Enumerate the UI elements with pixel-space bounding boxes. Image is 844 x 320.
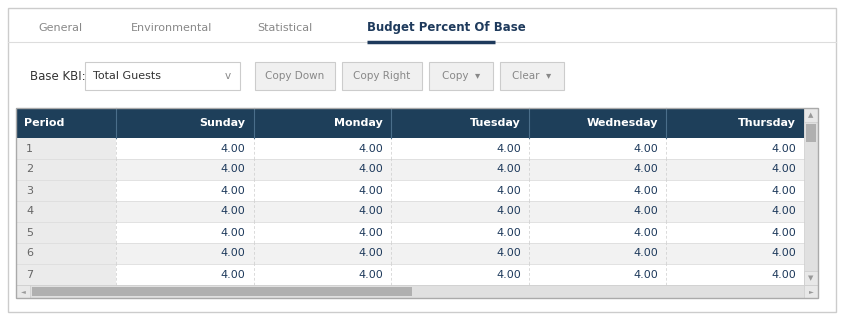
- Text: 4.00: 4.00: [359, 228, 383, 237]
- Text: Copy Right: Copy Right: [354, 71, 411, 81]
- Text: 4.00: 4.00: [496, 228, 521, 237]
- Text: Base KBI:: Base KBI:: [30, 69, 85, 83]
- Bar: [16, 264, 804, 285]
- Text: ▲: ▲: [809, 112, 814, 118]
- Text: 4.00: 4.00: [771, 206, 796, 217]
- Text: Copy  ▾: Copy ▾: [442, 71, 480, 81]
- Text: 6: 6: [26, 249, 33, 259]
- Text: Statistical: Statistical: [257, 23, 312, 33]
- Text: Copy Down: Copy Down: [265, 71, 325, 81]
- Bar: [500, 62, 564, 90]
- Text: 4.00: 4.00: [771, 186, 796, 196]
- Text: Wednesday: Wednesday: [587, 118, 658, 128]
- Bar: [16, 180, 116, 201]
- Text: 4.00: 4.00: [771, 164, 796, 174]
- Text: Tuesday: Tuesday: [470, 118, 521, 128]
- Text: 5: 5: [26, 228, 33, 237]
- Bar: [16, 285, 818, 298]
- Text: 4.00: 4.00: [771, 249, 796, 259]
- Text: ◄: ◄: [20, 289, 25, 294]
- Text: 4: 4: [26, 206, 33, 217]
- Text: Thursday: Thursday: [738, 118, 796, 128]
- Bar: [16, 243, 804, 264]
- Text: 4.00: 4.00: [221, 228, 246, 237]
- Bar: [804, 108, 818, 285]
- Text: 4.00: 4.00: [634, 249, 658, 259]
- Text: Sunday: Sunday: [199, 118, 246, 128]
- Bar: [16, 222, 804, 243]
- Bar: [16, 138, 116, 159]
- Bar: [429, 62, 493, 90]
- Text: 4.00: 4.00: [634, 269, 658, 279]
- Text: 4.00: 4.00: [496, 206, 521, 217]
- Bar: [16, 159, 804, 180]
- Text: General: General: [38, 23, 82, 33]
- Text: Budget Percent Of Base: Budget Percent Of Base: [367, 21, 526, 35]
- Text: 4.00: 4.00: [634, 206, 658, 217]
- Text: 4.00: 4.00: [771, 228, 796, 237]
- Text: 4.00: 4.00: [496, 186, 521, 196]
- Bar: [804, 108, 818, 122]
- Text: Environmental: Environmental: [131, 23, 212, 33]
- Bar: [16, 201, 116, 222]
- Text: 4.00: 4.00: [634, 164, 658, 174]
- Text: ▼: ▼: [809, 275, 814, 281]
- Bar: [16, 108, 818, 298]
- Bar: [16, 180, 804, 201]
- Text: 4.00: 4.00: [771, 269, 796, 279]
- Text: Monday: Monday: [334, 118, 383, 128]
- Text: 4.00: 4.00: [771, 143, 796, 154]
- Text: 4.00: 4.00: [496, 249, 521, 259]
- Text: 4.00: 4.00: [496, 143, 521, 154]
- Text: 4.00: 4.00: [221, 186, 246, 196]
- Text: v: v: [225, 71, 231, 81]
- Text: 4.00: 4.00: [496, 269, 521, 279]
- Bar: [85, 62, 240, 90]
- Text: 4.00: 4.00: [634, 143, 658, 154]
- Bar: [255, 62, 335, 90]
- Text: 4.00: 4.00: [496, 164, 521, 174]
- Text: 4.00: 4.00: [221, 249, 246, 259]
- Text: ►: ►: [809, 289, 814, 294]
- Text: 1: 1: [26, 143, 33, 154]
- Bar: [16, 222, 116, 243]
- Bar: [16, 285, 30, 298]
- Text: 4.00: 4.00: [359, 249, 383, 259]
- Text: 4.00: 4.00: [221, 206, 246, 217]
- Bar: [804, 285, 818, 298]
- Bar: [16, 159, 116, 180]
- Text: 4.00: 4.00: [359, 206, 383, 217]
- Bar: [32, 287, 412, 296]
- Text: 4.00: 4.00: [359, 164, 383, 174]
- Text: 3: 3: [26, 186, 33, 196]
- Bar: [16, 108, 804, 138]
- Text: Period: Period: [24, 118, 64, 128]
- Bar: [16, 138, 804, 159]
- Text: 7: 7: [26, 269, 33, 279]
- Bar: [804, 271, 818, 285]
- Text: 4.00: 4.00: [634, 228, 658, 237]
- Text: 4.00: 4.00: [359, 269, 383, 279]
- Text: Clear  ▾: Clear ▾: [512, 71, 552, 81]
- Text: Total Guests: Total Guests: [93, 71, 161, 81]
- Text: 4.00: 4.00: [221, 164, 246, 174]
- Text: 4.00: 4.00: [359, 143, 383, 154]
- Text: 2: 2: [26, 164, 33, 174]
- Bar: [16, 264, 116, 285]
- Bar: [16, 243, 116, 264]
- Text: 4.00: 4.00: [221, 269, 246, 279]
- Bar: [342, 62, 422, 90]
- Bar: [16, 201, 804, 222]
- Text: 4.00: 4.00: [634, 186, 658, 196]
- Text: 4.00: 4.00: [359, 186, 383, 196]
- Bar: [806, 124, 816, 142]
- Text: 4.00: 4.00: [221, 143, 246, 154]
